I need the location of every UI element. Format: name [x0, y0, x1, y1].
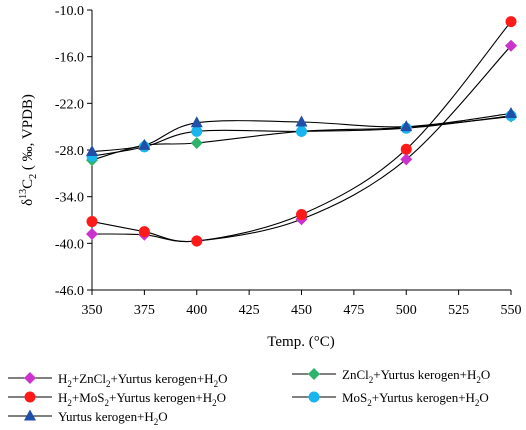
data-point-triangle: [86, 145, 98, 157]
x-tick-label: 550: [501, 303, 522, 318]
x-tick-label: 525: [448, 303, 469, 318]
y-tick-label: -28.0: [55, 144, 84, 159]
legend: H2+ZnCl2+Yurtus kerogen+H2O ZnCl2+Yurtus …: [8, 367, 490, 427]
data-point-diamond: [190, 137, 203, 149]
x-tick-label: 375: [134, 303, 155, 318]
legend-label: ZnCl2+Yurtus kerogen+H2O: [342, 367, 490, 385]
x-axis-title: Temp. (°C): [267, 334, 334, 350]
legend-marker-diamond: [24, 372, 36, 384]
x-axis-ticks: 350 375 400 425 450 475 500 525 550: [82, 290, 522, 318]
x-tick-label: 350: [82, 303, 103, 318]
legend-marker-diamond: [308, 368, 320, 380]
data-point-triangle: [505, 106, 517, 118]
legend-marker-triangle: [24, 409, 36, 421]
y-tick-label: -40.0: [55, 237, 84, 252]
legend-item: MoS2+Yurtus kerogen+H2O: [292, 390, 489, 408]
data-point-circle: [191, 235, 203, 247]
x-tick-label: 450: [291, 303, 312, 318]
data-point-circle: [296, 125, 307, 137]
data-point-circle: [138, 226, 150, 238]
data-point-circle: [400, 143, 412, 155]
legend-marker-circle: [308, 391, 320, 403]
data-point-circle: [505, 16, 517, 28]
legend-label: H2+ZnCl2+Yurtus kerogen+H2O: [58, 371, 227, 389]
y-tick-label: -22.0: [55, 97, 84, 112]
x-tick-label: 500: [396, 303, 417, 318]
legend-item: Yurtus kerogen+H2O: [8, 409, 168, 427]
series-markers: [86, 16, 517, 247]
legend-label: Yurtus kerogen+H2O: [58, 409, 168, 427]
legend-item: H2+MoS2+Yurtus kerogen+H2O: [8, 390, 226, 408]
legend-label: H2+MoS2+Yurtus kerogen+H2O: [58, 390, 226, 408]
plot-area: [91, 10, 511, 291]
y-axis-ticks: -10.0 -16.0 -22.0 -28.0 -34.0 -40.0 -46.0: [55, 4, 92, 299]
x-tick-label: 475: [343, 303, 364, 318]
y-tick-label: -16.0: [55, 51, 84, 66]
y-tick-label: -34.0: [55, 191, 84, 206]
legend-item: H2+ZnCl2+Yurtus kerogen+H2O: [8, 371, 227, 389]
x-tick-label: 425: [239, 303, 260, 318]
data-point-triangle: [400, 120, 413, 132]
legend-item: ZnCl2+Yurtus kerogen+H2O: [292, 367, 490, 385]
data-point-diamond: [86, 228, 98, 240]
y-tick-label: -10.0: [55, 4, 84, 19]
data-point-diamond: [505, 39, 517, 52]
data-point-diamond: [400, 153, 413, 166]
data-point-circle: [86, 216, 98, 228]
y-axis-title: δ13C2 ( ‰, VPDB): [18, 94, 39, 206]
legend-label: MoS2+Yurtus kerogen+H2O: [342, 390, 489, 408]
data-point-circle: [191, 125, 203, 137]
x-tick-label: 400: [186, 303, 207, 318]
y-tick-label: -46.0: [55, 284, 84, 299]
data-point-triangle: [190, 116, 203, 128]
data-point-triangle: [295, 115, 308, 127]
data-point-triangle: [138, 138, 151, 150]
legend-marker-circle: [24, 391, 36, 403]
data-point-circle: [296, 209, 307, 221]
